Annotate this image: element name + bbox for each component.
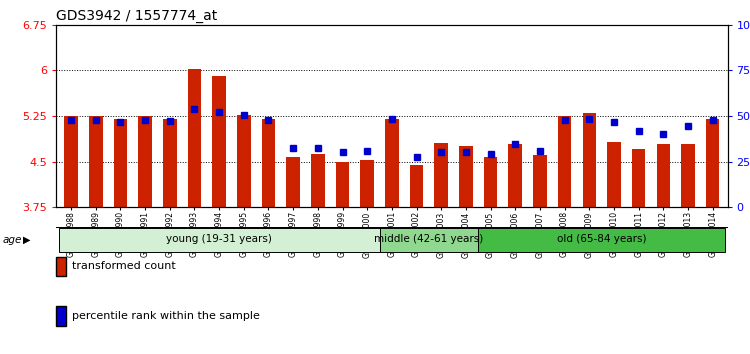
Bar <box>681 144 694 207</box>
Bar <box>237 115 250 207</box>
Bar <box>656 144 670 207</box>
Bar <box>434 143 448 207</box>
Bar <box>163 119 176 207</box>
Bar <box>484 157 497 207</box>
Bar <box>608 142 621 207</box>
Text: old (65-84 years): old (65-84 years) <box>557 234 646 244</box>
Bar <box>361 160 374 207</box>
FancyBboxPatch shape <box>380 228 478 252</box>
Bar <box>706 119 719 207</box>
Text: percentile rank within the sample: percentile rank within the sample <box>72 311 260 321</box>
Text: ▶: ▶ <box>22 235 30 245</box>
Bar <box>509 144 522 207</box>
Bar <box>212 76 226 207</box>
Bar <box>410 165 423 207</box>
Bar <box>114 119 128 207</box>
FancyBboxPatch shape <box>58 228 380 252</box>
Text: middle (42-61 years): middle (42-61 years) <box>374 234 484 244</box>
Text: GDS3942 / 1557774_at: GDS3942 / 1557774_at <box>56 9 217 23</box>
Bar <box>188 69 201 207</box>
Text: age: age <box>2 235 22 245</box>
Text: young (19-31 years): young (19-31 years) <box>166 234 272 244</box>
Bar <box>311 154 325 207</box>
Bar <box>286 157 300 207</box>
Bar <box>336 161 350 207</box>
Bar <box>632 149 646 207</box>
Text: transformed count: transformed count <box>72 261 176 272</box>
Bar <box>533 155 547 207</box>
Bar <box>385 119 399 207</box>
Bar <box>558 116 572 207</box>
Bar <box>459 146 472 207</box>
Bar <box>262 119 275 207</box>
Bar <box>583 113 596 207</box>
Bar <box>138 116 152 207</box>
FancyBboxPatch shape <box>478 228 725 252</box>
Bar <box>89 116 103 207</box>
Bar <box>64 116 78 207</box>
